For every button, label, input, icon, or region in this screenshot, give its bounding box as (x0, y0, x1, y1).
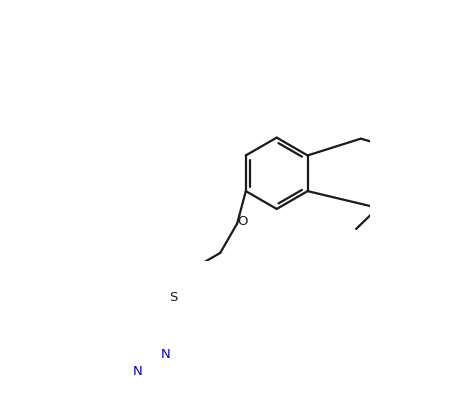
Text: S: S (169, 291, 177, 304)
Text: N: N (160, 348, 170, 360)
Text: N: N (132, 365, 142, 378)
Text: O: O (237, 215, 247, 228)
